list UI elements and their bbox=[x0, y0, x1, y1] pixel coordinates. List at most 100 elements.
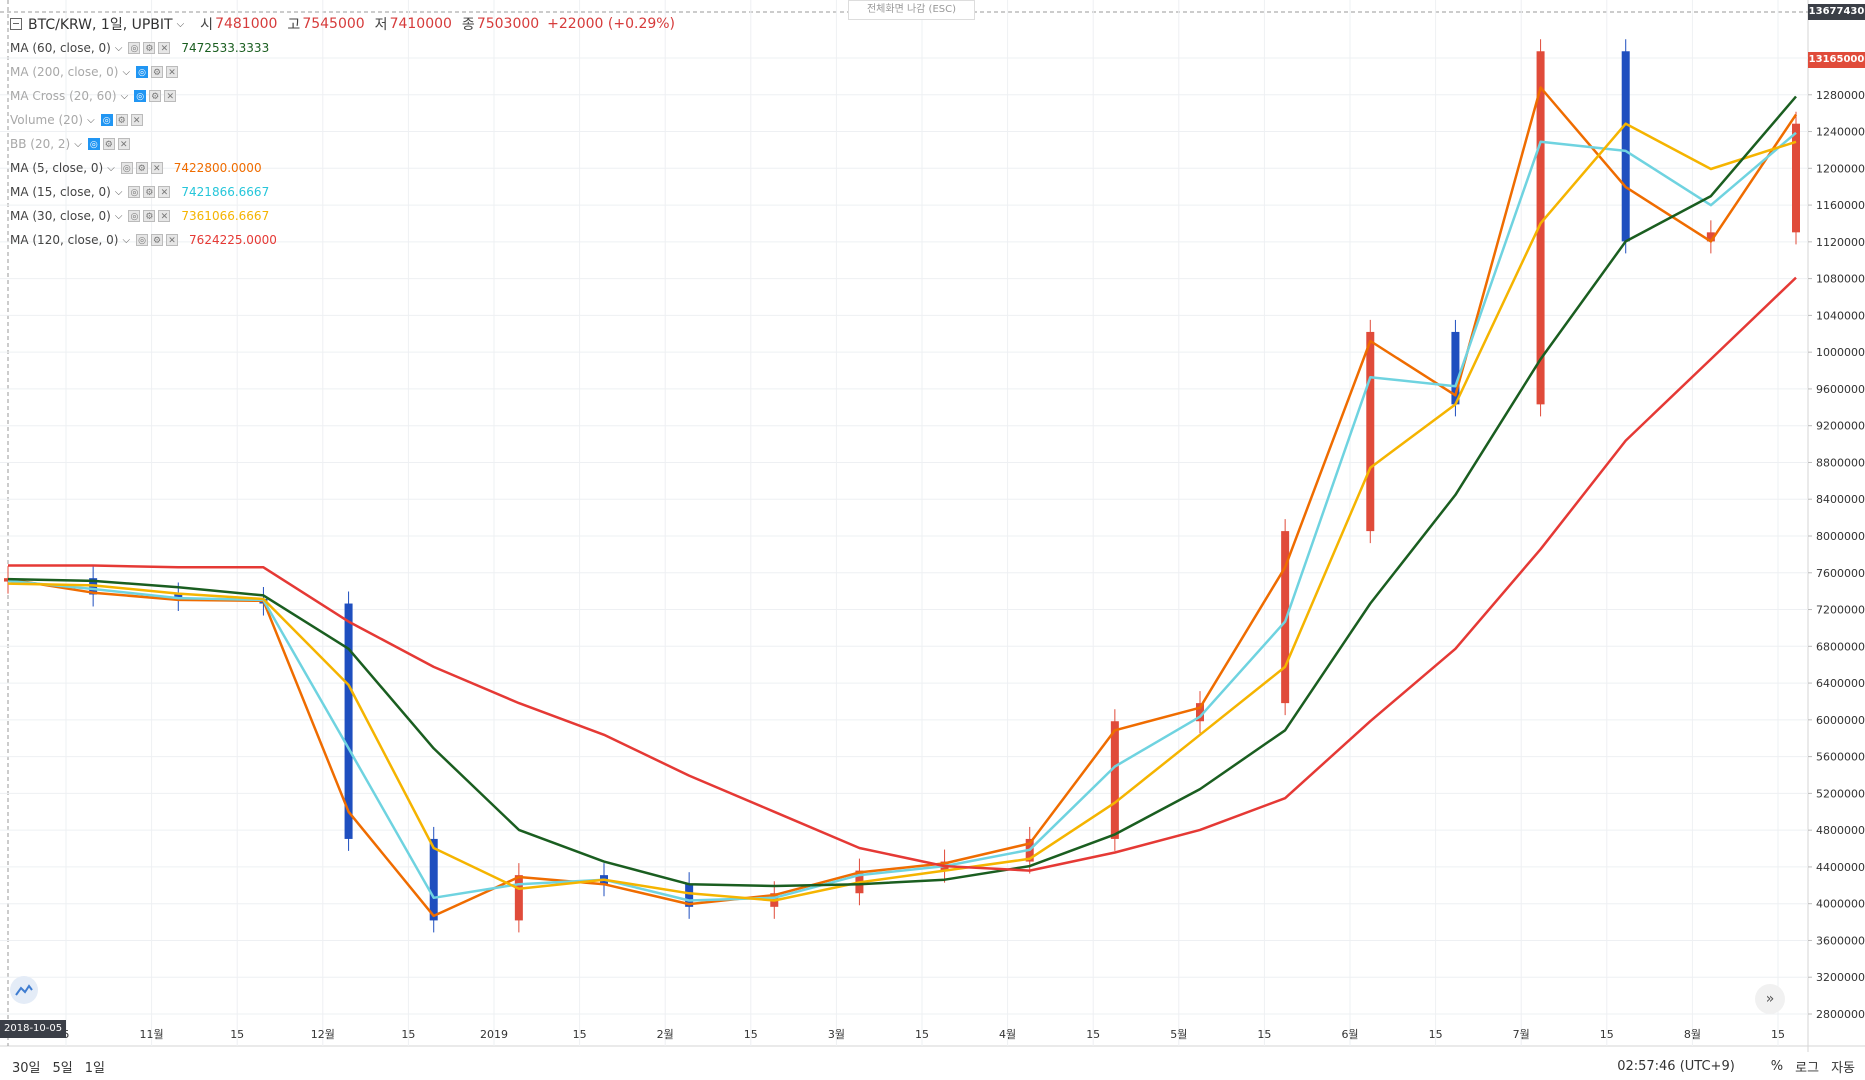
close-icon[interactable]: ✕ bbox=[158, 210, 171, 222]
gear-icon[interactable]: ⚙ bbox=[143, 42, 156, 54]
chevron-down-icon[interactable]: ⌵ bbox=[176, 18, 185, 30]
auto-scale-button[interactable]: 자동 bbox=[1831, 1060, 1855, 1076]
gear-icon[interactable]: ⚙ bbox=[102, 138, 115, 150]
price-tick-label: 7200000 bbox=[1816, 604, 1865, 617]
gear-icon[interactable]: ⚙ bbox=[151, 66, 164, 78]
close-icon[interactable]: ✕ bbox=[164, 90, 177, 102]
eye-icon[interactable]: ◎ bbox=[120, 162, 133, 174]
study-row[interactable]: Volume (20) ⌵ ◎ ⚙ ✕ bbox=[10, 108, 675, 132]
chevron-down-icon[interactable]: ⌵ bbox=[120, 90, 129, 102]
candle-body bbox=[1451, 331, 1460, 405]
clock[interactable]: 02:57:46 (UTC+9) bbox=[1617, 1058, 1735, 1074]
scroll-to-realtime-icon[interactable]: » bbox=[1755, 984, 1785, 1014]
price-tick-label: 4800000 bbox=[1816, 824, 1865, 837]
ma-line bbox=[8, 276, 1797, 872]
symbol-title[interactable]: BTC/KRW, 1일, UPBIT bbox=[28, 17, 173, 33]
price-tick-label: 6400000 bbox=[1816, 677, 1865, 690]
range-1d-button[interactable]: 1일 bbox=[84, 1060, 105, 1076]
study-name[interactable]: MA (15, close, 0) bbox=[10, 185, 111, 199]
study-name[interactable]: MA (200, close, 0) bbox=[10, 65, 119, 79]
time-tick-label: 15 bbox=[230, 1028, 244, 1041]
study-row[interactable]: MA Cross (20, 60) ⌵ ◎ ⚙ ✕ bbox=[10, 84, 675, 108]
chevron-down-icon[interactable]: ⌵ bbox=[122, 234, 131, 246]
chevron-down-icon[interactable]: ⌵ bbox=[107, 162, 115, 174]
study-name[interactable]: MA (5, close, 0) bbox=[10, 161, 104, 175]
gear-icon[interactable]: ⚙ bbox=[143, 210, 156, 222]
eye-icon[interactable]: ◎ bbox=[100, 114, 113, 126]
study-name[interactable]: MA (120, close, 0) bbox=[10, 233, 119, 247]
study-name[interactable]: BB (20, 2) bbox=[10, 137, 71, 151]
chevron-down-icon[interactable]: ⌵ bbox=[74, 138, 82, 150]
study-value: 7421866.6667 bbox=[181, 185, 270, 199]
price-tick-label: 9200000 bbox=[1816, 420, 1865, 433]
study-row[interactable]: MA (60, close, 0) ⌵ ◎ ⚙ ✕ 7472533.3333 bbox=[10, 36, 675, 60]
price-tick-label: 5200000 bbox=[1816, 787, 1865, 800]
crosshair-price-tag: 13677430 bbox=[1808, 4, 1865, 20]
study-row[interactable]: BB (20, 2) ⌵ ◎ ⚙ ✕ bbox=[10, 132, 675, 156]
study-name[interactable]: MA Cross (20, 60) bbox=[10, 89, 117, 103]
time-tick-label: 6월 bbox=[1341, 1028, 1358, 1041]
chevron-down-icon[interactable]: ⌵ bbox=[114, 186, 123, 198]
gear-icon[interactable]: ⚙ bbox=[151, 234, 164, 246]
gear-icon[interactable]: ⚙ bbox=[149, 90, 162, 102]
close-icon[interactable]: ✕ bbox=[150, 162, 163, 174]
price-tick-label: 10800000 bbox=[1816, 273, 1865, 286]
study-name[interactable]: MA (60, close, 0) bbox=[10, 41, 111, 55]
close-icon[interactable]: ✕ bbox=[158, 186, 171, 198]
eye-icon[interactable]: ◎ bbox=[128, 210, 141, 222]
log-scale-button[interactable]: 로그 bbox=[1795, 1060, 1820, 1076]
close-icon[interactable]: ✕ bbox=[166, 234, 179, 246]
percent-scale-button[interactable]: % bbox=[1770, 1058, 1784, 1074]
gear-icon[interactable]: ⚙ bbox=[135, 162, 148, 174]
study-name[interactable]: Volume (20) bbox=[10, 113, 84, 127]
price-tick-label: 12800000 bbox=[1816, 89, 1865, 102]
chevron-down-icon[interactable]: ⌵ bbox=[114, 210, 123, 222]
candle-body bbox=[514, 875, 523, 921]
price-axis[interactable]: 1320000012800000124000001200000011600000… bbox=[1808, 52, 1865, 1021]
last-price-tag: 13165000 bbox=[1808, 52, 1865, 68]
study-row[interactable]: MA (5, close, 0) ⌵ ◎ ⚙ ✕ 7422800.0000 bbox=[10, 156, 675, 180]
collapse-legend-button[interactable] bbox=[10, 18, 22, 30]
close-label: 종 bbox=[461, 17, 475, 33]
study-row[interactable]: MA (15, close, 0) ⌵ ◎ ⚙ ✕ 7421866.6667 bbox=[10, 180, 675, 204]
price-tick-label: 11200000 bbox=[1816, 236, 1865, 249]
study-row[interactable]: MA (30, close, 0) ⌵ ◎ ⚙ ✕ 7361066.6667 bbox=[10, 204, 675, 228]
eye-icon[interactable]: ◎ bbox=[128, 42, 141, 54]
candle-body bbox=[1110, 721, 1119, 839]
gear-icon[interactable]: ⚙ bbox=[115, 114, 128, 126]
close-icon[interactable]: ✕ bbox=[166, 66, 179, 78]
price-tick-label: 4000000 bbox=[1816, 898, 1865, 911]
eye-icon[interactable]: ◎ bbox=[134, 90, 147, 102]
study-value: 7361066.6667 bbox=[181, 209, 270, 223]
chevron-down-icon[interactable]: ⌵ bbox=[122, 66, 131, 78]
close-icon[interactable]: ✕ bbox=[130, 114, 143, 126]
crosshair-date-tag: 2018-10-05 bbox=[0, 1020, 67, 1038]
close-value: 7503000 bbox=[476, 16, 540, 32]
close-icon[interactable]: ✕ bbox=[158, 42, 171, 54]
eye-icon[interactable]: ◎ bbox=[136, 234, 149, 246]
time-tick-label: 15 bbox=[915, 1028, 929, 1041]
eye-icon[interactable]: ◎ bbox=[136, 66, 149, 78]
time-axis[interactable]: 511월1512월152019152월153월154월155월156월157월1… bbox=[63, 1028, 1786, 1041]
candle-body bbox=[344, 603, 353, 839]
gear-icon[interactable]: ⚙ bbox=[143, 186, 156, 198]
chart-grid bbox=[0, 0, 1865, 1052]
study-row[interactable]: MA (120, close, 0) ⌵ ◎ ⚙ ✕ 7624225.0000 bbox=[10, 228, 675, 252]
range-5d-button[interactable]: 5일 bbox=[52, 1060, 73, 1076]
study-row[interactable]: MA (200, close, 0) ⌵ ◎ ⚙ ✕ bbox=[10, 60, 675, 84]
eye-icon[interactable]: ◎ bbox=[128, 186, 141, 198]
open-label: 시 bbox=[200, 17, 214, 33]
eye-icon[interactable]: ◎ bbox=[87, 138, 100, 150]
chevron-down-icon[interactable]: ⌵ bbox=[87, 114, 95, 126]
legend: BTC/KRW, 1일, UPBIT ⌵ 시 7481000 고 7545000… bbox=[10, 12, 675, 252]
chevron-down-icon[interactable]: ⌵ bbox=[114, 42, 123, 54]
close-icon[interactable]: ✕ bbox=[117, 138, 130, 150]
study-name[interactable]: MA (30, close, 0) bbox=[10, 209, 111, 223]
range-30d-button[interactable]: 30일 bbox=[12, 1060, 41, 1076]
candle-body bbox=[1536, 51, 1545, 405]
fullscreen-exit-hint[interactable]: 전체화면 나감 (ESC) bbox=[848, 0, 975, 20]
logo-icon[interactable] bbox=[10, 976, 38, 1004]
time-tick-label: 15 bbox=[1429, 1028, 1443, 1041]
candle-body bbox=[1366, 331, 1375, 532]
